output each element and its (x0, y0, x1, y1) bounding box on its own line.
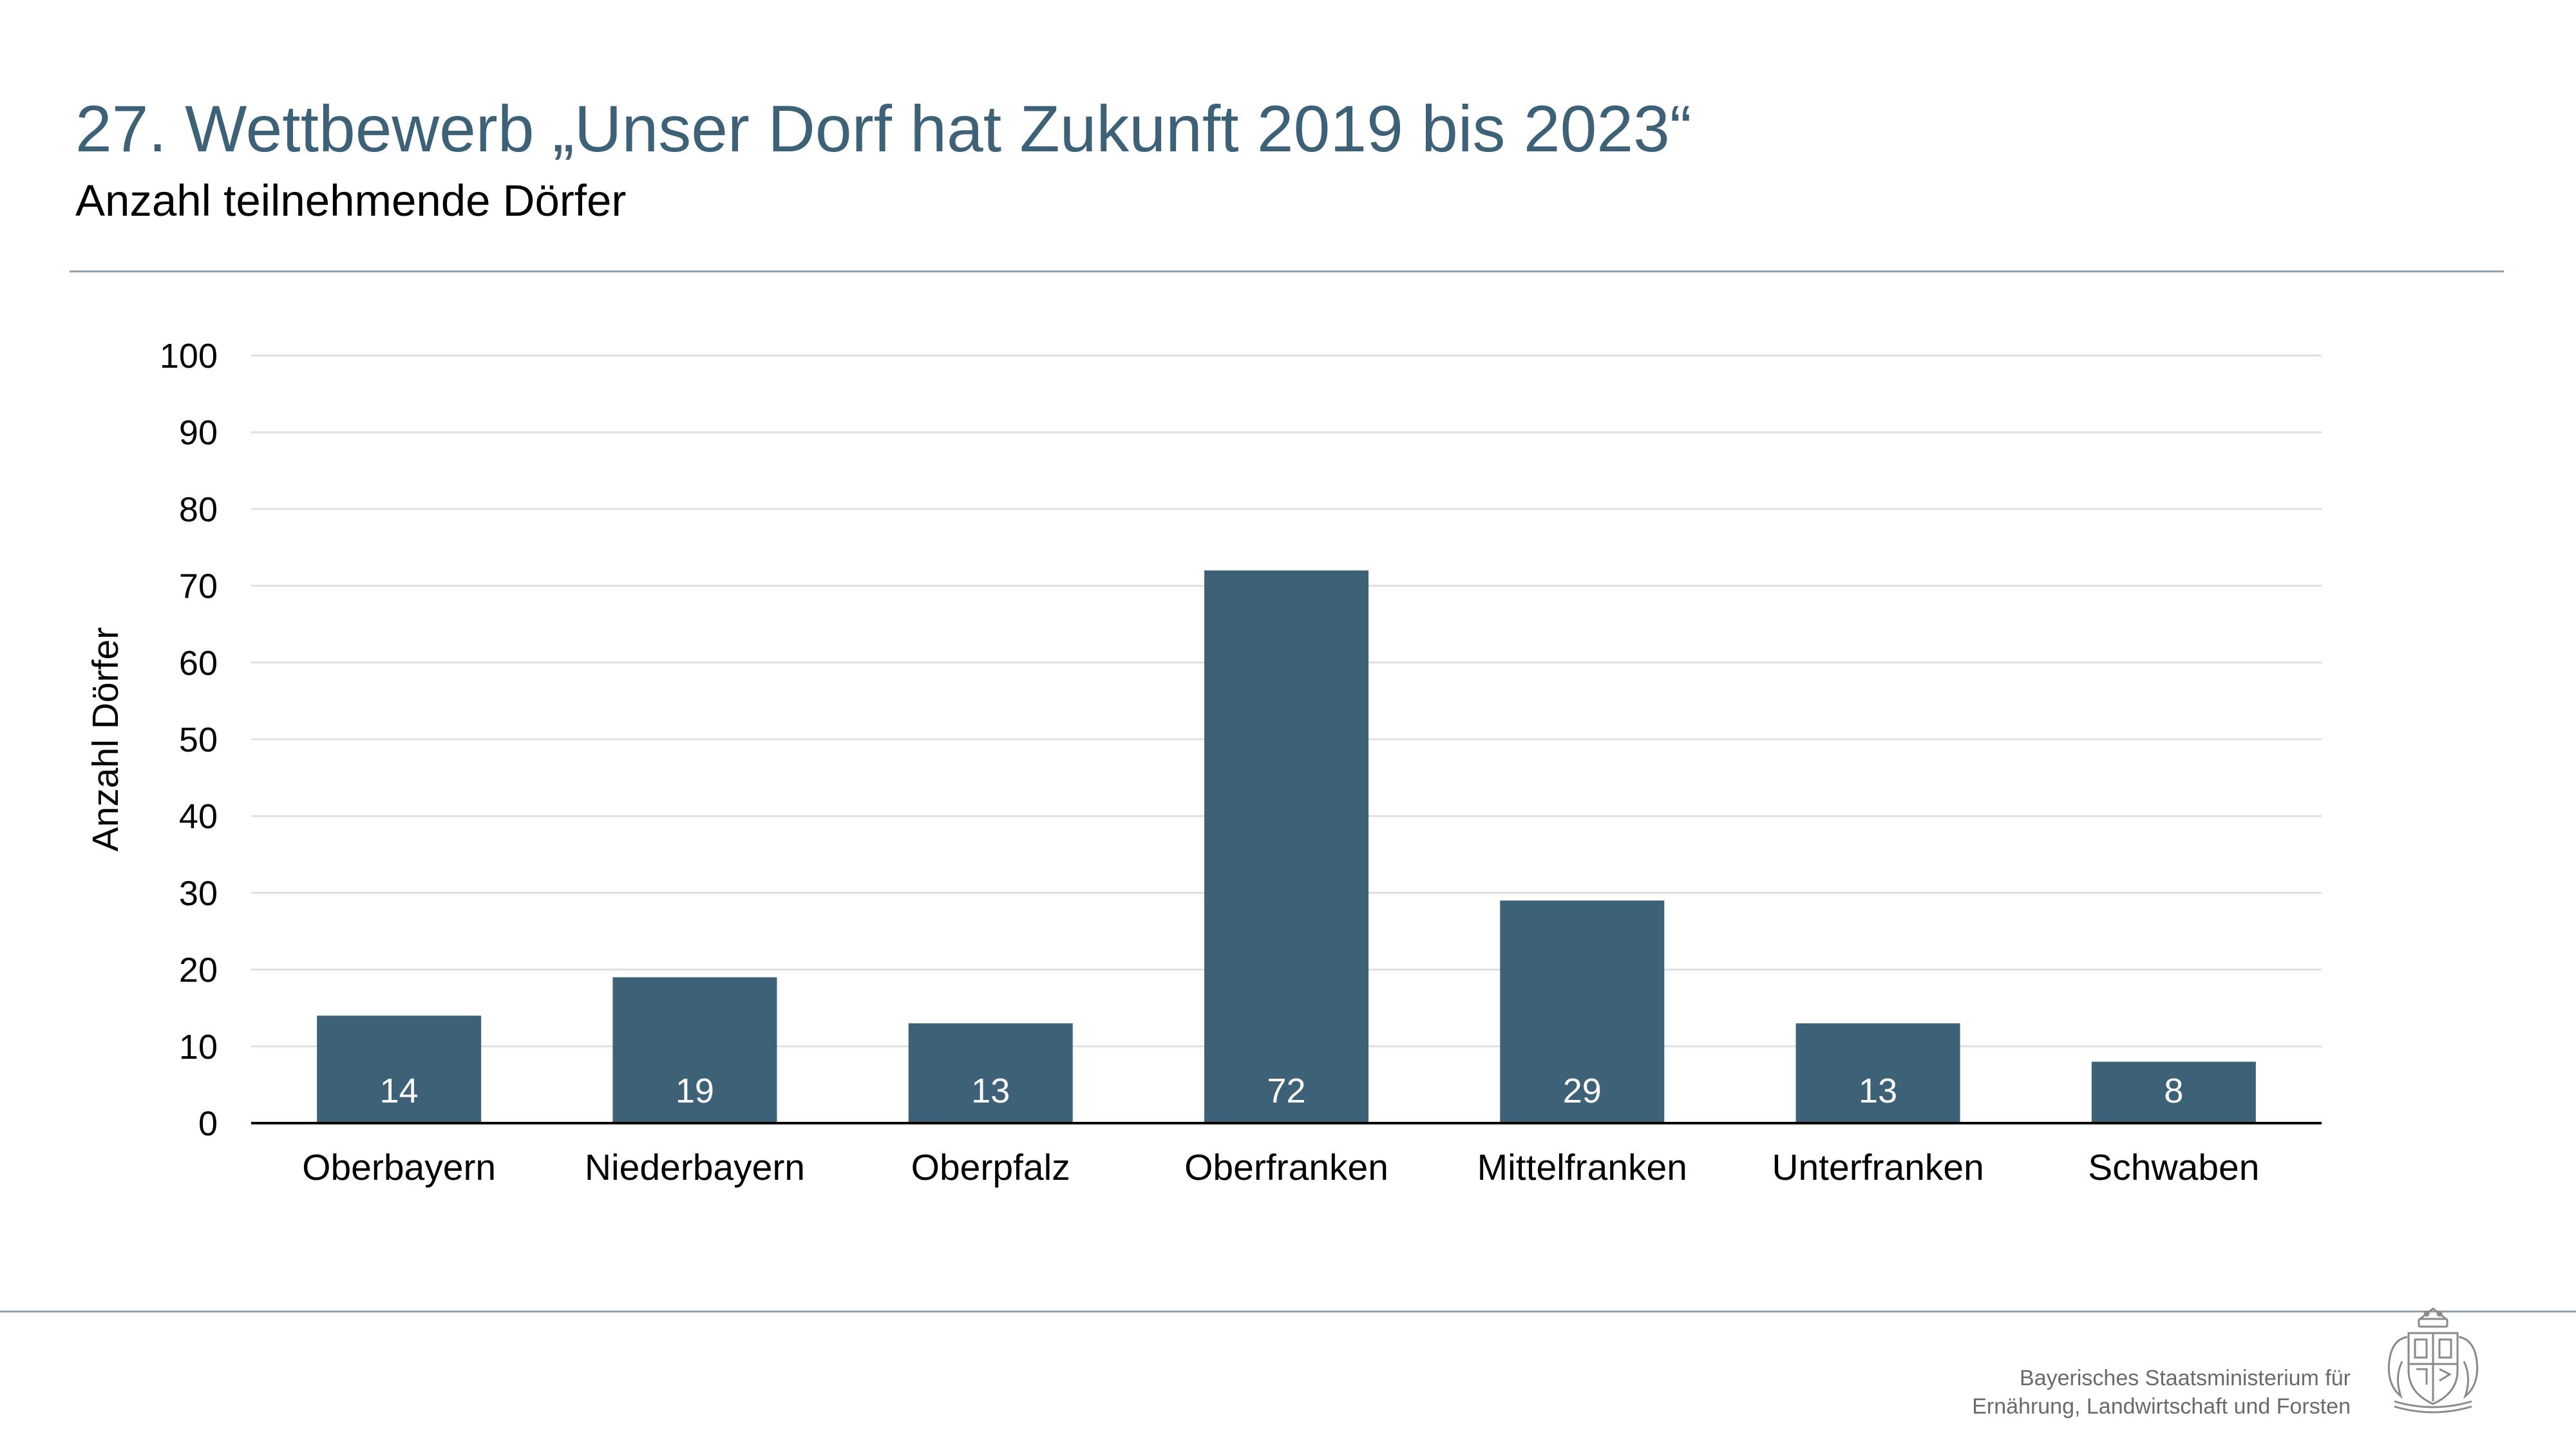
bar-data-label: 13 (1859, 1072, 1897, 1110)
bar-data-label: 8 (2164, 1072, 2183, 1110)
y-tick-label: 10 (179, 1028, 218, 1066)
bar-data-label: 14 (380, 1072, 419, 1110)
bar-oberfranken (1204, 570, 1368, 1123)
y-tick-label: 20 (179, 951, 218, 990)
y-tick-label: 40 (179, 797, 218, 836)
bars (317, 570, 2256, 1123)
x-tick-label: Oberbayern (302, 1147, 496, 1188)
y-tick-label: 0 (198, 1104, 218, 1143)
y-tick-label: 70 (179, 567, 218, 606)
ministry-name-line-1: Bayerisches Staatsministerium für (2020, 1366, 2351, 1390)
bar-data-label: 29 (1563, 1072, 1602, 1110)
footer-divider (0, 1311, 2576, 1312)
y-axis-title: Anzahl Dörfer (85, 627, 126, 852)
x-tick-label: Niederbayern (585, 1147, 805, 1188)
y-tick-label: 90 (179, 413, 218, 452)
bar-oberpfalz (908, 1023, 1073, 1123)
bar-chart: 14 19 13 72 29 13 8 0 10 20 30 40 50 60 70 80 90 100 Obe… (85, 337, 2322, 1188)
header-divider (70, 270, 2504, 272)
y-tick-label: 100 (160, 337, 218, 375)
bavarian-coat-of-arms-icon (2387, 1307, 2479, 1414)
bar-data-labels: 14 19 13 72 29 13 8 (380, 1072, 2184, 1110)
x-axis-ticks: Oberbayern Niederbayern Oberpfalz Oberfrank… (302, 1147, 2259, 1188)
bar-unterfranken (1795, 1023, 1960, 1123)
x-tick-label: Unterfranken (1772, 1147, 1984, 1188)
x-tick-label: Schwaben (2088, 1147, 2259, 1188)
page-title: 27. Wettbewerb „Unser Dorf hat Zukunft 2… (75, 92, 1692, 166)
page-subtitle: Anzahl teilnehmende Dörfer (75, 176, 627, 225)
ministry-name: Bayerisches Staatsministerium für Ernähr… (1868, 1364, 2351, 1421)
bar-data-label: 19 (676, 1072, 714, 1110)
y-tick-label: 30 (179, 874, 218, 913)
bar-niederbayern (612, 977, 777, 1123)
x-tick-label: Oberpfalz (911, 1147, 1070, 1188)
bar-mittelfranken (1500, 900, 1665, 1123)
bar-data-label: 72 (1267, 1072, 1305, 1110)
x-tick-label: Oberfranken (1184, 1147, 1388, 1188)
x-tick-label: Mittelfranken (1477, 1147, 1687, 1188)
bar-oberbayern (317, 1016, 482, 1123)
ministry-name-line-2: Ernährung, Landwirtschaft und Forsten (1972, 1394, 2351, 1419)
y-tick-label: 60 (179, 644, 218, 683)
y-tick-label: 80 (179, 490, 218, 529)
bar-data-label: 13 (971, 1072, 1010, 1110)
bar-schwaben (2091, 1061, 2256, 1123)
y-axis-ticks: 0 10 20 30 40 50 60 70 80 90 100 (160, 337, 218, 1143)
y-tick-label: 50 (179, 721, 218, 759)
